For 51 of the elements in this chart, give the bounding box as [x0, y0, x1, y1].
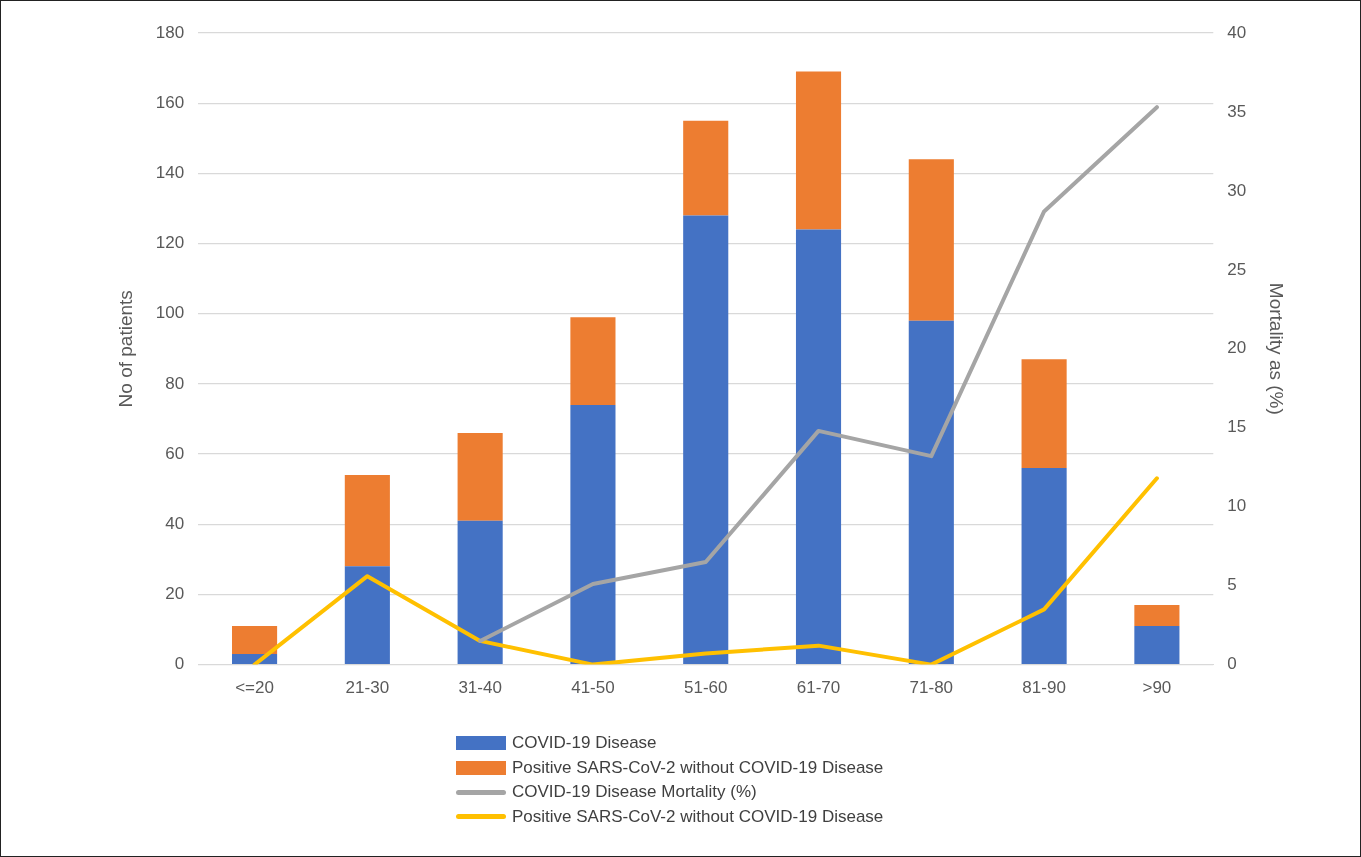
y-axis-title: No of patients	[114, 290, 136, 408]
bar	[908, 320, 954, 664]
bar	[457, 520, 503, 664]
y-tick-label: 60	[165, 443, 185, 463]
x-tick-label: 21-30	[345, 678, 390, 698]
y2-tick-label: 10	[1227, 496, 1247, 516]
y-tick-label: 0	[174, 654, 185, 674]
legend-label: COVID-19 Disease Mortality (%)	[512, 782, 757, 803]
x-tick-label: <=20	[235, 678, 274, 698]
legend-label: COVID-19 Disease	[512, 733, 657, 754]
bar	[344, 566, 390, 664]
bar	[570, 404, 616, 664]
x-tick-label: 51-60	[683, 678, 728, 698]
bar	[683, 120, 729, 216]
y2-tick-label: 30	[1227, 180, 1247, 200]
y2-tick-label: 0	[1227, 654, 1237, 674]
bar	[1134, 626, 1180, 664]
bar	[683, 215, 729, 664]
x-tick-label: 81-90	[1022, 678, 1066, 698]
bar	[1021, 468, 1067, 664]
bar	[795, 71, 842, 230]
y-tick-label: 100	[155, 303, 185, 323]
y2-tick-label: 40	[1227, 22, 1247, 42]
bar	[795, 229, 842, 664]
x-tick-label: 41-50	[571, 678, 615, 698]
y2-tick-label: 35	[1227, 101, 1247, 121]
y-tick-label: 180	[155, 22, 185, 42]
y-tick-label: 40	[165, 513, 185, 533]
legend-label: Positive SARS-CoV-2 without COVID-19 Disease	[512, 757, 884, 778]
y-tick-label: 80	[165, 373, 185, 393]
bar	[344, 475, 390, 567]
y2-tick-label: 15	[1227, 417, 1247, 437]
x-tick-label: 61-70	[796, 678, 841, 698]
y2-axis-title: Mortality as (%)	[1266, 282, 1288, 415]
y-tick-label: 160	[155, 92, 185, 112]
x-tick-label: >90	[1142, 678, 1172, 698]
y-tick-label: 120	[155, 233, 185, 253]
x-tick-label: 31-40	[458, 678, 502, 698]
y-tick-label: 20	[165, 584, 185, 604]
y2-tick-label: 5	[1227, 575, 1237, 595]
bar	[1134, 604, 1180, 626]
legend-label: Positive SARS-CoV-2 without COVID-19 Disease	[512, 806, 884, 827]
bar	[232, 626, 278, 655]
bar	[457, 433, 503, 521]
bar	[908, 159, 954, 321]
y2-tick-label: 20	[1227, 338, 1247, 358]
y2-tick-label: 25	[1227, 259, 1247, 279]
y-tick-label: 140	[155, 163, 185, 183]
bar	[1021, 359, 1067, 469]
bar	[570, 317, 616, 405]
x-tick-label: 71-80	[909, 678, 954, 698]
